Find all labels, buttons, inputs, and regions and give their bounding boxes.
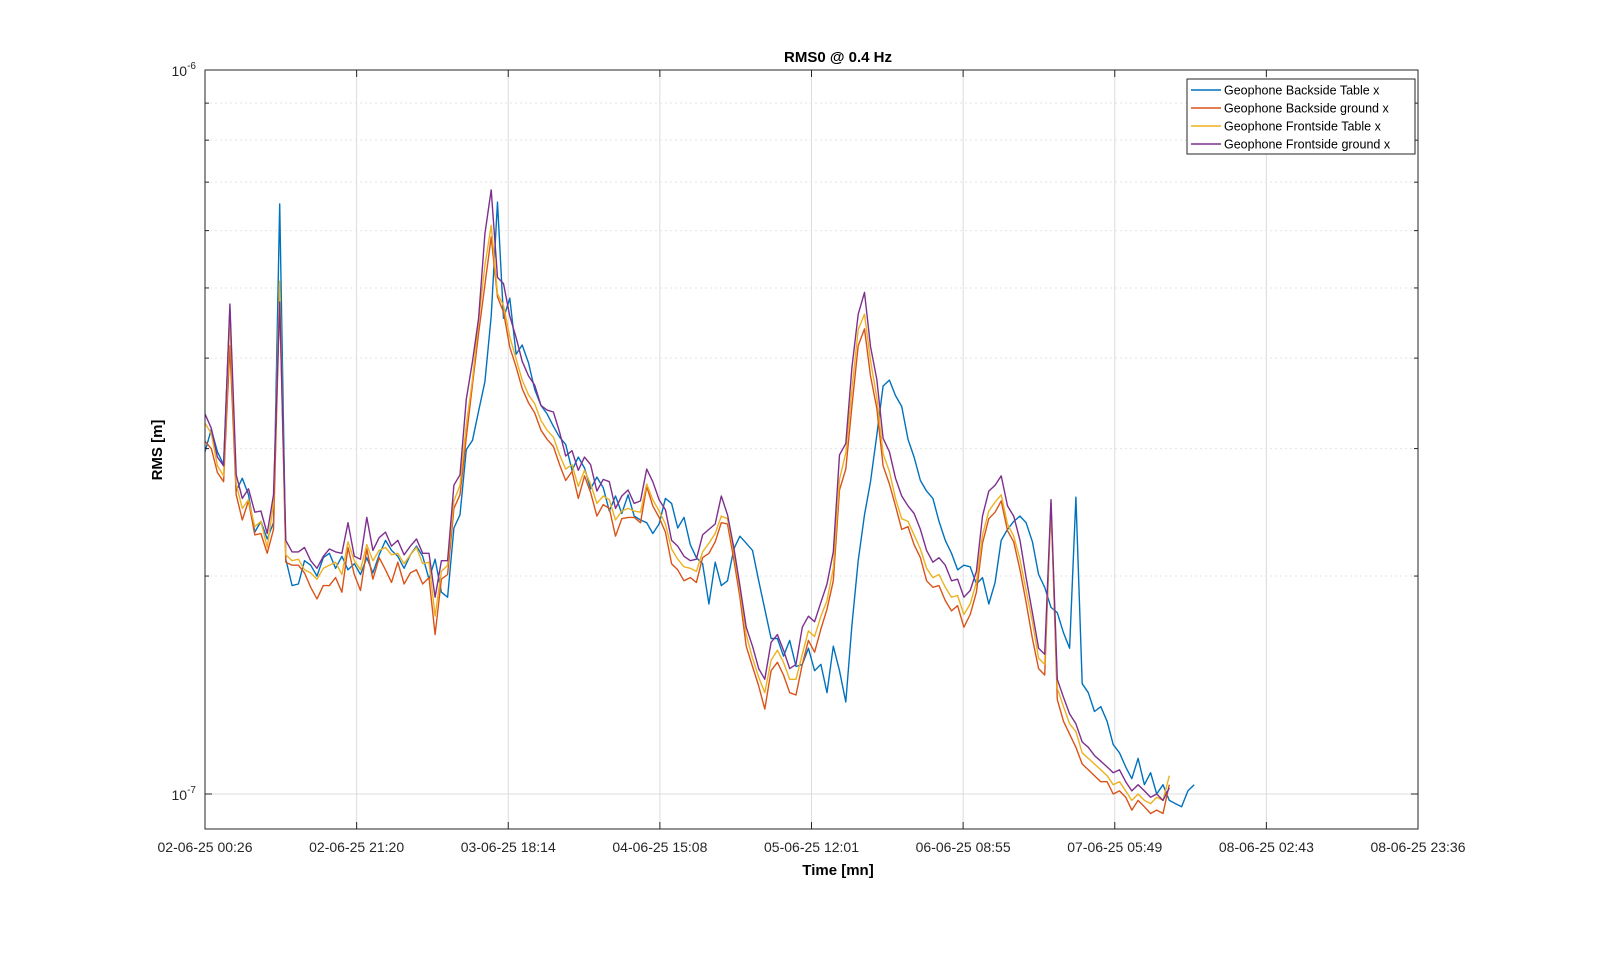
- x-tick-label: 08-06-25 02:43: [1219, 839, 1314, 855]
- y-tick-label-exponent: -7: [187, 785, 196, 796]
- x-tick-label: 04-06-25 15:08: [612, 839, 707, 855]
- y-tick-label-base: 10: [172, 63, 188, 79]
- ticks: [204, 69, 1419, 829]
- x-tick-label: 02-06-25 00:26: [158, 839, 253, 855]
- x-tick-label: 08-06-25 23:36: [1371, 839, 1466, 855]
- series-line-2: [204, 236, 1170, 815]
- y-tick-labels: 10-710-6: [172, 61, 197, 803]
- x-tick-labels: 02-06-25 00:26 02-06-25 21:20 03-06-25 18:…: [158, 839, 1466, 855]
- legend-label: Geophone Backside Table x: [1224, 84, 1380, 98]
- y-tick-label-exponent: -6: [187, 61, 196, 72]
- x-tick-label: 07-06-25 05:49: [1067, 839, 1162, 855]
- legend-label: Geophone Backside ground x: [1224, 102, 1389, 116]
- series-line-4: [204, 189, 1170, 802]
- series-layer: [204, 189, 1195, 815]
- x-tick-label: 06-06-25 08:55: [916, 839, 1011, 855]
- x-tick-label: 03-06-25 18:14: [461, 839, 556, 855]
- legend-label: Geophone Frontside ground x: [1224, 138, 1391, 152]
- y-tick-label: 10-7: [172, 785, 197, 803]
- chart-title: RMS0 @ 0.4 Hz: [784, 49, 892, 66]
- y-tick-label-base: 10: [172, 787, 188, 803]
- legend: Geophone Backside Table x Geophone Backsi…: [1186, 78, 1416, 155]
- y-tick-label: 10-6: [172, 61, 197, 79]
- series-line-3: [204, 224, 1170, 805]
- y-axis-label: RMS [m]: [149, 420, 166, 481]
- x-tick-label: 02-06-25 21:20: [309, 839, 404, 855]
- legend-box: [1186, 78, 1416, 155]
- x-tick-label: 05-06-25 12:01: [764, 839, 859, 855]
- legend-label: Geophone Frontside Table x: [1224, 120, 1382, 134]
- x-axis-label: Time [mn]: [802, 862, 873, 879]
